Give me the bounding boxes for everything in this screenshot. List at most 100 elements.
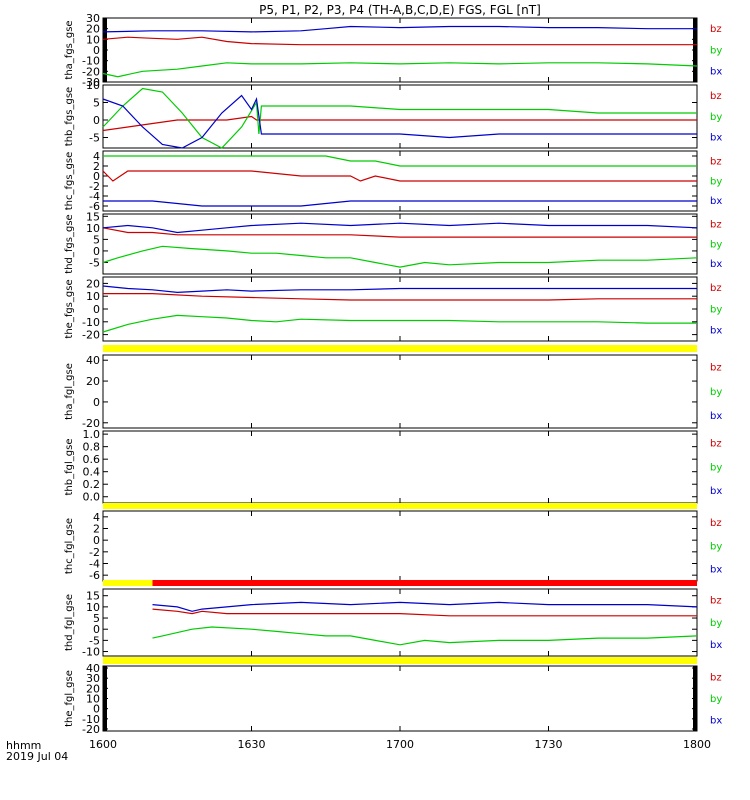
- y-tick-label: 1.0: [83, 428, 101, 441]
- legend-by: by: [710, 304, 722, 315]
- y-tick-label: 0: [93, 114, 100, 127]
- legend-by: by: [710, 387, 722, 398]
- y-tick-label: 20: [86, 375, 100, 388]
- y-tick-label: -10: [82, 646, 100, 659]
- series-bz-line: [103, 293, 697, 301]
- y-tick-label: 30: [86, 12, 100, 25]
- legend-by: by: [710, 694, 722, 705]
- y-tick-label: 15: [86, 590, 100, 603]
- x-tick-label: 1800: [683, 738, 711, 751]
- legend-bz: bz: [710, 518, 722, 529]
- status-bar-yellow: [103, 345, 697, 352]
- legend-by: by: [710, 618, 722, 629]
- y-tick-label: 0: [93, 245, 100, 258]
- y-tick-label: 20: [86, 23, 100, 36]
- y-tick-label: 0: [93, 44, 100, 57]
- panel-frame: [102, 510, 698, 582]
- y-tick-label: -6: [89, 569, 100, 582]
- legend-bz: bz: [710, 596, 722, 607]
- panel-frame: [102, 588, 698, 657]
- y-tick-label: 20: [86, 277, 100, 290]
- series-bz-line: [102, 227, 697, 238]
- legend-bx: bx: [710, 411, 722, 422]
- y-tick-label: 10: [86, 33, 100, 46]
- legend-bx: bx: [710, 715, 722, 726]
- y-tick-label: -20: [82, 723, 100, 736]
- status-bar-yellow: [103, 657, 697, 664]
- y-axis-label: thc_fgl_gse: [64, 518, 75, 574]
- legend-bx: bx: [710, 259, 722, 270]
- series-bz-line: [152, 608, 697, 617]
- x-axis-date-label: 2019 Jul 04: [6, 750, 68, 763]
- legend-bz: bz: [710, 91, 722, 102]
- series-bx-line: [152, 601, 698, 612]
- y-axis-label: the_fgs_gse: [64, 279, 75, 338]
- y-tick-label: 20: [86, 682, 100, 695]
- y-tick-label: 0: [93, 396, 100, 409]
- y-tick-label: 10: [86, 693, 100, 706]
- series-bx-line: [102, 285, 697, 294]
- y-tick-label: 0.8: [83, 441, 101, 454]
- series-bz-line: [102, 170, 697, 182]
- y-tick-label: 0.2: [83, 478, 101, 491]
- legend-bx: bx: [710, 564, 722, 575]
- panel-frame: [102, 665, 698, 732]
- y-tick-label: 40: [86, 662, 100, 675]
- y-tick-label: 0: [93, 534, 100, 547]
- status-bar-red: [152, 580, 697, 586]
- legend-bx: bx: [710, 196, 722, 207]
- y-tick-label: 0: [93, 623, 100, 636]
- legend-bx: bx: [710, 325, 722, 336]
- y-tick-label: 0.4: [83, 466, 101, 479]
- series-bz-line: [102, 36, 697, 46]
- legend-by: by: [710, 112, 722, 123]
- y-tick-label: 0: [93, 303, 100, 316]
- y-tick-label: 0.6: [83, 453, 101, 466]
- y-tick-label: 40: [86, 354, 100, 367]
- series-bx-line: [102, 222, 698, 234]
- y-tick-label: -20: [82, 417, 100, 430]
- x-axis-corner-label: hhmm: [6, 739, 41, 752]
- panel-thb_fgs_gse: -5 0 5 10 thb_fgs_gse bz by bx: [64, 79, 722, 149]
- x-tick-label: 1730: [535, 738, 563, 751]
- y-axis-label: the_fgl_gse: [64, 670, 75, 727]
- y-tick-label: -2: [89, 546, 100, 559]
- panel-tha_fgl_gse: -20 0 20 40 tha_fgl_gse bz by bx: [64, 354, 722, 430]
- y-tick-label: 5: [93, 612, 100, 625]
- legend-bx: bx: [710, 486, 722, 497]
- legend-bz: bz: [710, 220, 722, 231]
- legend-bx: bx: [710, 66, 722, 77]
- x-tick-label: 1630: [238, 738, 266, 751]
- y-tick-label: 4: [93, 150, 100, 163]
- y-axis-label: tha_fgl_gse: [64, 363, 75, 420]
- y-tick-label: -20: [82, 329, 100, 342]
- y-axis-label: thd_fgs_gse: [64, 214, 75, 273]
- x-tick-label: 1600: [89, 738, 117, 751]
- status-bar-yellow: [103, 503, 697, 509]
- legend-bz: bz: [710, 157, 722, 168]
- y-tick-label: 30: [86, 672, 100, 685]
- legend-bz: bz: [710, 439, 722, 450]
- series-bx-line: [103, 200, 697, 207]
- x-tick-label: 1700: [386, 738, 414, 751]
- panel-frame: [102, 276, 698, 342]
- y-tick-label: 0: [93, 170, 100, 183]
- y-tick-label: -4: [89, 190, 100, 203]
- panel-frame: [102, 84, 698, 149]
- y-tick-label: 2: [93, 523, 100, 536]
- chart-title: P5, P1, P2, P3, P4 (TH-A,B,C,D,E) FGS, F…: [259, 3, 541, 17]
- y-tick-label: 4: [93, 511, 100, 524]
- y-axis-label: thd_fgl_gse: [64, 594, 75, 651]
- y-tick-label: -5: [89, 634, 100, 647]
- y-tick-label: -2: [89, 180, 100, 193]
- y-tick-label: -5: [89, 132, 100, 145]
- series-bx-line: [102, 94, 697, 149]
- panel-frame: [102, 430, 698, 504]
